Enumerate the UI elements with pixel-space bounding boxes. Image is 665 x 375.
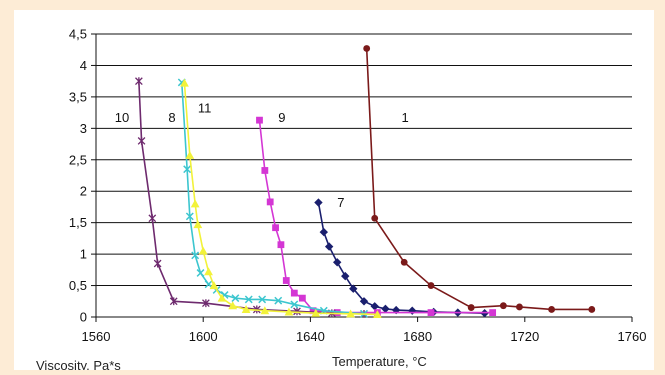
data-point: [408, 306, 417, 315]
data-point: [309, 307, 317, 315]
data-point: [349, 284, 358, 293]
data-point: [266, 198, 274, 206]
data-point: [204, 267, 213, 276]
data-point: [191, 251, 200, 260]
y-tick-label: 4: [80, 58, 87, 73]
y-axis-title: Viscosity, Pa*s: [36, 358, 121, 370]
data-point: [333, 258, 342, 267]
data-point: [277, 241, 285, 249]
data-point: [185, 150, 195, 159]
series-label-11: 11: [198, 101, 212, 116]
series-label-1: 1: [402, 110, 409, 125]
data-point: [319, 227, 328, 237]
data-point: [373, 310, 382, 319]
data-point: [244, 295, 253, 304]
y-tick-label: 2: [80, 184, 87, 199]
data-point: [489, 309, 497, 316]
label-layer: 1 7 9 10 8 11: [115, 101, 409, 210]
data-point: [282, 277, 290, 284]
y-tick-label: 4,5: [69, 27, 87, 42]
data-point: [324, 242, 334, 251]
series-label-8: 8: [168, 110, 175, 125]
data-point: [293, 307, 301, 316]
data-point: [272, 224, 279, 232]
data-point: [588, 306, 596, 313]
series-layer: [135, 45, 596, 319]
y-tick-label: 1: [80, 247, 87, 262]
data-point: [148, 214, 157, 223]
data-point: [217, 293, 227, 302]
axis-layer: 0 0,5 1 1,5 2 2,5 3 3,5 4 4,5 1560 1600 1640 1680 1720…: [69, 27, 647, 345]
data-point: [231, 294, 240, 303]
data-point: [516, 303, 523, 311]
data-point: [196, 269, 205, 277]
y-tick-label: 3: [80, 121, 87, 136]
data-point: [180, 78, 189, 87]
grid-layer: [96, 33, 632, 287]
data-point: [381, 304, 390, 314]
data-point: [371, 214, 379, 222]
data-point: [359, 297, 369, 306]
y-tick-label: 0,5: [69, 278, 87, 293]
series-8: [177, 78, 368, 318]
data-point: [241, 305, 251, 313]
data-point: [202, 299, 210, 308]
x-tick-label: 1680: [403, 329, 432, 344]
data-point: [284, 307, 294, 316]
y-tick-label: 2,5: [69, 152, 87, 167]
series-line: [365, 48, 592, 311]
y-tick-label: 3,5: [69, 89, 87, 104]
data-point: [298, 294, 306, 302]
data-point: [363, 45, 371, 52]
data-point: [198, 246, 208, 255]
data-point: [290, 289, 298, 297]
data-point: [260, 306, 270, 315]
x-axis-title: Temperature, °C: [332, 354, 427, 369]
series-11: [180, 78, 382, 319]
data-point: [256, 116, 263, 124]
x-tick-label: 1600: [189, 329, 218, 344]
data-point: [261, 167, 269, 174]
data-point: [169, 297, 178, 306]
data-point: [370, 302, 379, 311]
data-point: [427, 282, 435, 289]
data-point: [400, 258, 408, 266]
x-tick-label: 1720: [510, 329, 539, 344]
data-point: [258, 295, 267, 304]
data-point: [183, 165, 192, 174]
data-point: [209, 281, 219, 290]
x-tick-label: 1640: [296, 329, 325, 344]
data-point: [137, 137, 146, 145]
data-point: [548, 306, 555, 313]
data-point: [314, 198, 323, 207]
data-point: [467, 304, 475, 311]
data-point: [341, 271, 350, 281]
data-point: [193, 220, 203, 229]
data-point: [427, 309, 435, 316]
data-point: [135, 77, 143, 86]
data-point: [190, 199, 200, 208]
data-point: [228, 301, 238, 310]
series-1: [363, 45, 596, 313]
series-label-9: 9: [278, 110, 285, 125]
y-tick-label: 1,5: [69, 215, 87, 230]
series-label-7: 7: [337, 195, 344, 210]
data-point: [185, 212, 194, 221]
data-point: [153, 259, 162, 268]
x-tick-label: 1760: [618, 329, 647, 344]
data-point: [290, 300, 299, 309]
chart-svg: 0 0,5 1 1,5 2 2,5 3 3,5 4 4,5 1560 1600 1640 1680 1720…: [36, 27, 647, 371]
x-tick-label: 1560: [82, 329, 111, 344]
chart-frame: 0 0,5 1 1,5 2 2,5 3 3,5 4 4,5 1560 1600 1640 1680 1720…: [14, 10, 654, 370]
data-point: [204, 280, 213, 289]
data-point: [274, 296, 283, 305]
series-label-10: 10: [115, 110, 129, 125]
data-point: [346, 309, 355, 318]
data-point: [499, 302, 507, 310]
y-tick-label: 0: [80, 310, 87, 325]
data-point: [311, 308, 321, 317]
